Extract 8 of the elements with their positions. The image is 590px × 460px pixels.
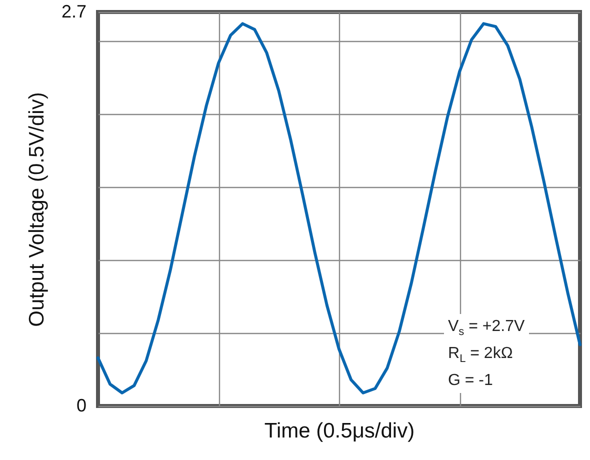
y-tick-label: 0 — [76, 396, 86, 416]
line-series — [96, 22, 582, 394]
annotation: V$_{s}$ = +2.7V — [448, 317, 525, 340]
y-tick-label: 2.7 — [61, 2, 86, 22]
x-axis-title: Time (0.5μs/div) — [264, 420, 415, 442]
annotation: R$_{L}$ = 2kΩ — [448, 344, 514, 368]
y-axis-title: Output Voltage (0.5V/div) — [25, 92, 48, 327]
annotation: G = -1 — [448, 371, 494, 392]
